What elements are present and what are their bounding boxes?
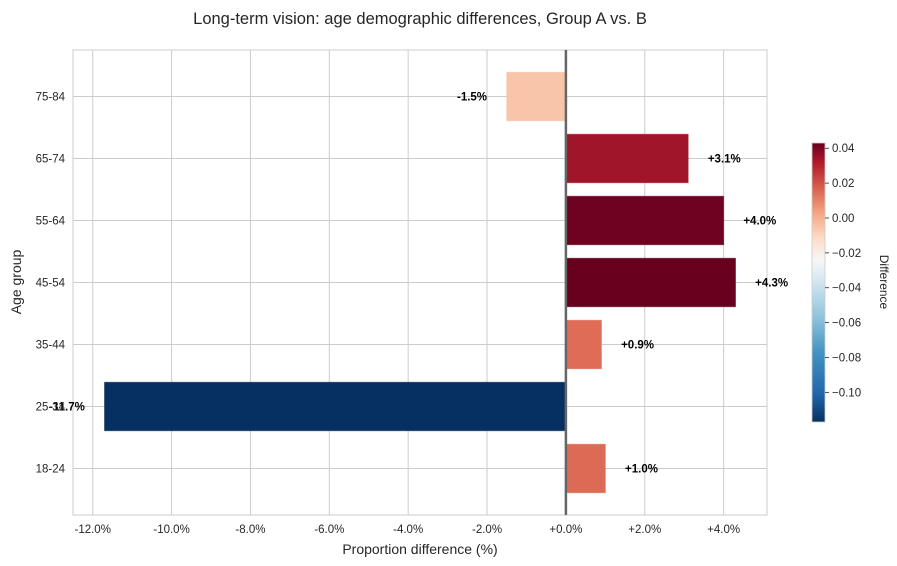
bars — [104, 71, 736, 494]
colorbar-label: Difference — [877, 255, 891, 310]
y-tick-label: 55-64 — [36, 216, 66, 228]
colorbar-tick-label: −0.06 — [832, 318, 861, 330]
bar — [565, 133, 689, 184]
colorbar-tick-label: 0.00 — [832, 213, 854, 225]
x-tick-label: -10.0% — [153, 524, 189, 536]
y-tick-label: 75-84 — [36, 92, 66, 104]
x-axis-label: Proportion difference (%) — [342, 541, 497, 557]
y-axis-label: Age group — [8, 249, 24, 314]
value-label: +1.0% — [625, 464, 658, 476]
value-label: +4.3% — [755, 278, 788, 290]
y-tick-label: 25-34 — [36, 402, 66, 414]
value-labels: +1.0% -11.7% +0.9% +4.3% +4.0% +3.1% -1.5% — [49, 92, 788, 476]
y-tick-label: 45-54 — [36, 278, 66, 290]
value-label: +4.0% — [743, 216, 776, 228]
y-tick-label: 18-24 — [36, 464, 66, 476]
bar — [104, 381, 567, 432]
colorbar-ticks: 0.04 0.02 0.00 −0.02 −0.04 −0.06 −0.08 −0.10 — [825, 143, 862, 399]
x-tick-label: -2.0% — [472, 524, 502, 536]
colorbar-tick-label: −0.04 — [832, 283, 862, 295]
x-tick-labels: -12.0% -10.0% -8.0% -6.0% -4.0% -2.0% +0.0% +2.… — [74, 524, 740, 536]
value-label: +3.1% — [708, 154, 741, 166]
x-tick-label: +4.0% — [707, 524, 740, 536]
chart-title: Long-term vision: age demographic differ… — [193, 10, 647, 28]
y-tick-label: 35-44 — [36, 340, 66, 352]
bar — [565, 319, 602, 370]
x-tick-label: +2.0% — [628, 524, 661, 536]
colorbar-tick-label: −0.10 — [832, 387, 861, 399]
bar — [565, 443, 606, 494]
value-label: +0.9% — [621, 340, 654, 352]
colorbar-tick-label: −0.08 — [832, 352, 861, 364]
bar — [565, 195, 725, 246]
x-tick-label: -6.0% — [314, 524, 344, 536]
colorbar: 0.04 0.02 0.00 −0.02 −0.04 −0.06 −0.08 −0.10 Di… — [811, 142, 891, 423]
value-label: -1.5% — [457, 92, 487, 104]
colorbar-tick-label: 0.04 — [832, 143, 855, 155]
bar — [506, 71, 567, 122]
bar — [565, 257, 736, 308]
x-tick-label: +0.0% — [549, 524, 582, 536]
plot-area: +1.0% -11.7% +0.9% +4.3% +4.0% +3.1% -1.5% — [49, 49, 788, 516]
colorbar-tick-label: −0.02 — [832, 248, 861, 260]
y-tick-label: 65-74 — [36, 154, 66, 166]
y-tick-labels: 18-24 25-34 35-44 45-54 55-64 65-74 75-84 — [36, 92, 66, 476]
x-tick-label: -4.0% — [393, 524, 423, 536]
value-label: -11.7% — [49, 402, 85, 414]
x-tick-label: -12.0% — [74, 524, 110, 536]
colorbar-gradient — [811, 142, 826, 423]
x-tick-label: -8.0% — [235, 524, 265, 536]
colorbar-tick-label: 0.02 — [832, 178, 854, 190]
